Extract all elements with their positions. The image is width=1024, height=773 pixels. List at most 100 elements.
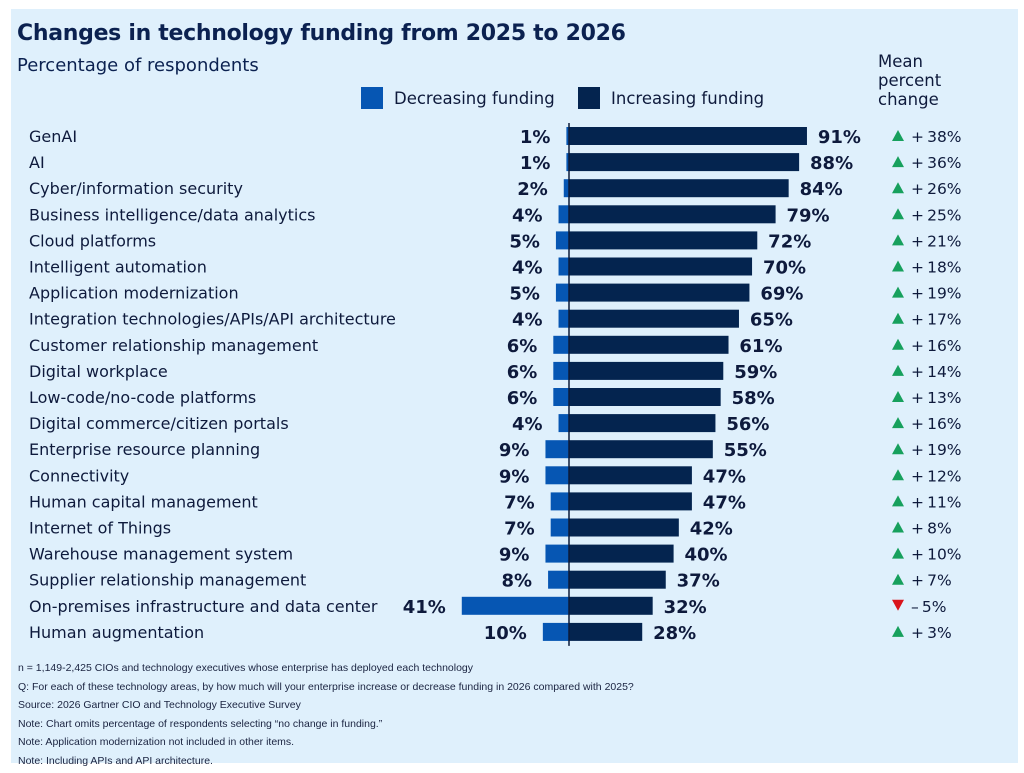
up-arrow-icon bbox=[892, 417, 904, 429]
data-label-decreasing: 10% bbox=[484, 623, 527, 644]
bar-decreasing bbox=[461, 596, 569, 615]
data-label-increasing: 55% bbox=[724, 440, 767, 461]
mean-change-label: + 38% bbox=[911, 128, 962, 146]
up-arrow-icon bbox=[892, 156, 904, 168]
data-label-decreasing: 2% bbox=[517, 179, 548, 200]
up-arrow-icon bbox=[892, 338, 904, 350]
category-label: Connectivity bbox=[29, 466, 129, 485]
data-label-increasing: 56% bbox=[726, 414, 769, 435]
footnotes: n = 1,149-2,425 CIOs and technology exec… bbox=[18, 659, 634, 770]
mean-change-label: + 10% bbox=[911, 546, 962, 564]
legend-item-decreasing: Decreasing funding bbox=[361, 87, 555, 109]
data-label-increasing: 84% bbox=[800, 179, 843, 200]
legend-swatch-increasing bbox=[578, 87, 600, 109]
footnote-line: Note: Application modernization not incl… bbox=[18, 736, 295, 748]
bar-increasing bbox=[569, 388, 721, 406]
category-label: Digital commerce/citizen portals bbox=[29, 414, 289, 433]
mean-percent-change-header: Mean percent change bbox=[878, 52, 941, 109]
category-label: On-premises infrastructure and data cent… bbox=[29, 597, 378, 616]
chart-title: Changes in technology funding from 2025 … bbox=[17, 21, 626, 46]
bar-increasing bbox=[569, 414, 716, 433]
up-arrow-icon bbox=[892, 208, 904, 220]
up-arrow-icon bbox=[892, 495, 904, 507]
bar-increasing bbox=[569, 492, 692, 511]
bar-increasing bbox=[569, 179, 789, 198]
bar-decreasing bbox=[558, 205, 569, 224]
data-label-decreasing: 5% bbox=[509, 284, 540, 305]
up-arrow-icon bbox=[892, 521, 904, 533]
mean-header-line: Mean bbox=[878, 52, 923, 71]
data-label-decreasing: 4% bbox=[512, 310, 543, 331]
category-label: Intelligent automation bbox=[29, 258, 207, 277]
footnote-line: Q: For each of these technology areas, b… bbox=[18, 680, 634, 693]
mean-change-label: + 12% bbox=[911, 467, 962, 485]
bar-decreasing bbox=[558, 309, 569, 328]
mean-header-line: percent bbox=[878, 71, 942, 90]
data-label-decreasing: 8% bbox=[502, 571, 533, 592]
category-label: Enterprise resource planning bbox=[29, 440, 260, 459]
data-label-decreasing: 6% bbox=[507, 362, 538, 383]
mean-header-line: change bbox=[878, 90, 939, 109]
up-arrow-icon bbox=[892, 182, 904, 194]
bar-increasing bbox=[569, 466, 692, 485]
legend-label-increasing: Increasing funding bbox=[611, 88, 765, 108]
data-label-decreasing: 5% bbox=[509, 231, 540, 252]
bar-increasing bbox=[569, 231, 758, 250]
data-label-decreasing: 7% bbox=[504, 492, 535, 513]
category-label: Internet of Things bbox=[29, 519, 171, 538]
bar-decreasing bbox=[550, 492, 569, 511]
data-label-decreasing: 4% bbox=[512, 414, 543, 435]
footnote-line: Source: 2026 Gartner CIO and Technology … bbox=[18, 699, 301, 711]
footnote-line: n = 1,149-2,425 CIOs and technology exec… bbox=[18, 662, 474, 674]
up-arrow-icon bbox=[892, 312, 904, 324]
category-label: GenAI bbox=[29, 127, 77, 146]
bar-decreasing bbox=[545, 466, 569, 485]
category-label: Cyber/information security bbox=[29, 179, 243, 198]
category-label: Customer relationship management bbox=[29, 336, 318, 355]
data-label-increasing: 79% bbox=[786, 205, 829, 226]
data-label-decreasing: 4% bbox=[512, 205, 543, 226]
chart-panel bbox=[11, 9, 1018, 763]
mean-change-label: + 16% bbox=[911, 415, 962, 433]
data-label-increasing: 32% bbox=[664, 597, 707, 618]
category-label: Human capital management bbox=[29, 492, 258, 511]
footnote-line: Note: Chart omits percentage of responde… bbox=[18, 717, 383, 730]
data-label-decreasing: 6% bbox=[507, 388, 538, 409]
data-label-increasing: 88% bbox=[810, 153, 853, 174]
category-label: Application modernization bbox=[29, 284, 239, 303]
data-label-decreasing: 1% bbox=[520, 127, 551, 148]
up-arrow-icon bbox=[892, 130, 904, 141]
bar-decreasing bbox=[558, 414, 569, 433]
bar-decreasing bbox=[542, 622, 569, 641]
category-label: Warehouse management system bbox=[29, 545, 293, 564]
footnote-line: Note: Including APIs and API architectur… bbox=[18, 754, 213, 767]
bar-increasing bbox=[569, 361, 724, 380]
up-arrow-icon bbox=[892, 625, 904, 637]
category-label: Digital workplace bbox=[29, 362, 168, 381]
mean-change-label: + 25% bbox=[911, 206, 962, 224]
category-label: Human augmentation bbox=[29, 623, 204, 642]
chart-subtitle: Percentage of respondents bbox=[17, 55, 259, 76]
up-arrow-icon bbox=[892, 286, 904, 298]
bar-decreasing bbox=[545, 440, 569, 459]
mean-change-label: – 5% bbox=[911, 598, 946, 616]
data-label-decreasing: 9% bbox=[499, 466, 530, 487]
mean-change-label: + 36% bbox=[911, 154, 962, 172]
bar-decreasing bbox=[563, 179, 569, 198]
bar-increasing bbox=[569, 544, 674, 563]
up-arrow-icon bbox=[892, 443, 904, 455]
category-label: Business intelligence/data analytics bbox=[29, 205, 316, 224]
bar-decreasing bbox=[558, 257, 569, 276]
data-label-increasing: 61% bbox=[739, 336, 782, 357]
data-label-increasing: 40% bbox=[685, 545, 728, 566]
bar-increasing bbox=[569, 309, 739, 328]
legend-label-decreasing: Decreasing funding bbox=[394, 88, 555, 108]
data-label-increasing: 65% bbox=[750, 310, 793, 331]
data-label-increasing: 37% bbox=[677, 571, 720, 592]
bar-increasing bbox=[569, 622, 643, 641]
bar-decreasing bbox=[566, 153, 569, 172]
mean-change-label: + 17% bbox=[911, 311, 962, 329]
category-label: AI bbox=[29, 153, 45, 172]
bar-decreasing bbox=[548, 570, 569, 589]
bar-increasing bbox=[569, 440, 713, 459]
